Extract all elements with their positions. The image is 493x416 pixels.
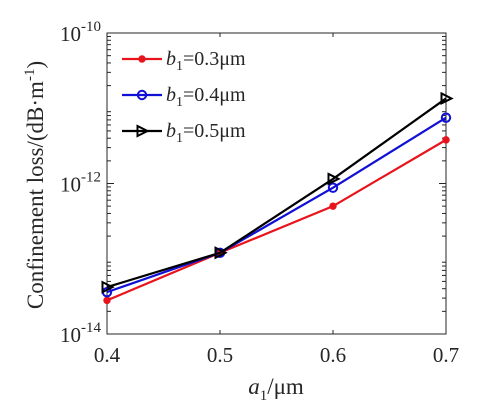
- y-axis-ticks: 10-14 10-12 10-10: [60, 19, 446, 347]
- y-tick-label: 10-14: [60, 320, 101, 347]
- data-point: [327, 182, 339, 193]
- y-tick-label: 10-12: [60, 170, 101, 197]
- legend-label: b1=0.4μm: [166, 84, 246, 110]
- legend-label: b1=0.3μm: [166, 48, 246, 74]
- y-minor-ticks: [107, 35, 446, 312]
- x-tick-label: 0.4: [94, 343, 121, 367]
- legend-item: b1=0.4μm: [122, 84, 246, 110]
- data-point: [327, 172, 341, 186]
- series-line: [106, 116, 447, 294]
- legend: b1=0.3μm b1=0.4μm b1=0.5μm: [122, 48, 246, 146]
- plot-area-border: [106, 32, 447, 335]
- y-tick-label: 10-10: [60, 19, 101, 46]
- data-point: [136, 124, 150, 138]
- legend-label: b1=0.5μm: [166, 120, 246, 146]
- data-point: [440, 112, 452, 123]
- data-point: [136, 89, 148, 101]
- legend-item: b1=0.3μm: [122, 48, 246, 74]
- series: [103, 136, 450, 305]
- y-axis-label: Confinement loss/(dB·m-1): [22, 61, 48, 309]
- x-tick-label: 0.6: [320, 343, 346, 367]
- legend-item: b1=0.5μm: [122, 120, 246, 146]
- series: [101, 112, 452, 298]
- data-point: [329, 202, 337, 210]
- data-point: [138, 55, 146, 63]
- data-point: [440, 91, 454, 106]
- data-point: [214, 246, 228, 260]
- data-point: [442, 136, 450, 144]
- x-tick-label: 0.5: [207, 343, 233, 367]
- series-line: [106, 97, 447, 289]
- data-point: [101, 280, 115, 294]
- data-point: [103, 296, 111, 305]
- series-line: [106, 138, 447, 302]
- x-axis-ticks: 0.4 0.5 0.6 0.7: [94, 33, 459, 367]
- series: [101, 91, 454, 294]
- series-layer: [101, 91, 454, 305]
- plot-frame: [106, 32, 447, 335]
- x-tick-label: 0.7: [433, 343, 459, 367]
- x-axis-label: a1/μm: [248, 374, 304, 404]
